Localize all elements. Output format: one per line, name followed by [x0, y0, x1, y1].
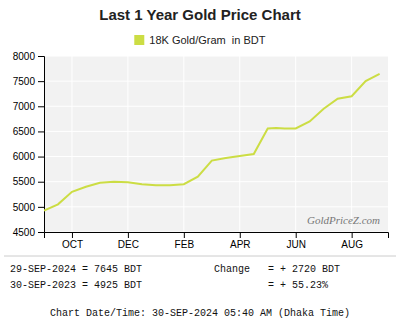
- tick-label: JUN: [286, 239, 305, 250]
- grid-line: [183, 56, 184, 232]
- grid-line: [127, 56, 128, 232]
- summary-text: 30-SEP-2023 = 4925 BDT: [10, 280, 142, 291]
- tick-label: 7000: [13, 101, 36, 112]
- y-tick: 6000: [13, 151, 44, 162]
- summary-text: 29-SEP-2024 = 7645 BDT: [10, 264, 142, 275]
- grid: [44, 56, 388, 232]
- grid-line: [44, 81, 388, 82]
- tick-mark: [184, 232, 185, 238]
- y-axis: 4500 5000 5500 6000 6500 7000 7500 8000: [13, 51, 45, 238]
- tick-mark: [38, 81, 44, 82]
- tick-mark: [38, 157, 44, 158]
- grid-line: [295, 56, 296, 232]
- plot: OCT DEC FEB APR JUN AUG 4500 5000 5500 6000 6500 70…: [13, 51, 389, 250]
- tick-mark: [38, 106, 44, 107]
- grid-line: [44, 106, 388, 107]
- grid-line: [44, 206, 388, 207]
- tick-mark: [128, 232, 129, 238]
- x-tick: AUG: [341, 232, 363, 250]
- y-tick: 4500: [13, 227, 44, 238]
- tick-mark: [72, 232, 73, 238]
- grid-line: [44, 181, 388, 182]
- x-axis: OCT DEC FEB APR JUN AUG: [45, 232, 389, 250]
- grid-line: [44, 131, 388, 132]
- tick-label: 4500: [13, 227, 36, 238]
- tick-label: 5500: [13, 176, 36, 187]
- x-tick: DEC: [118, 232, 139, 250]
- tick-label: DEC: [118, 239, 139, 250]
- chart: Last 1 Year Gold Price Chart OCT DEC FEB APR…: [0, 0, 400, 330]
- grid-line: [44, 156, 388, 157]
- tick-mark: [38, 131, 44, 132]
- x-tick: JUN: [286, 232, 305, 250]
- y-tick: 7500: [13, 76, 44, 87]
- tick-mark: [352, 232, 353, 238]
- summary-text: Change = + 2720 BDT: [214, 264, 340, 275]
- tick-mark: [240, 232, 241, 238]
- x-tick: APR: [230, 232, 251, 250]
- tick-mark: [38, 232, 44, 233]
- y-tick: 8000: [13, 51, 44, 62]
- x-tick: FEB: [175, 232, 195, 250]
- footer: Chart Date/Time: 30-SEP-2024 05:40 AM (D…: [50, 308, 350, 319]
- axis-line: [38, 57, 45, 233]
- tick-label: AUG: [341, 239, 363, 250]
- tick-label: 8000: [13, 51, 36, 62]
- tick-label: APR: [230, 239, 251, 250]
- grid-line: [71, 56, 72, 232]
- legend: 18K Gold/Gram in BDT: [134, 34, 265, 46]
- summary-text: = + 55.23%: [214, 280, 328, 291]
- title: Last 1 Year Gold Price Chart: [99, 6, 300, 23]
- grid-line: [239, 56, 240, 232]
- tick-label: OCT: [62, 239, 83, 250]
- grid-line: [44, 56, 388, 57]
- tick-mark: [296, 232, 297, 238]
- plot-background: [44, 56, 388, 232]
- marks: [44, 74, 380, 211]
- tick-label: 6500: [13, 126, 36, 137]
- tick-mark: [38, 56, 44, 57]
- watermark: GoldPriceZ.com: [307, 214, 380, 226]
- x-tick: OCT: [62, 232, 83, 250]
- tick-label: 5000: [13, 202, 36, 213]
- legend-swatch: [134, 35, 144, 45]
- axis-line: [45, 233, 389, 239]
- grid-line: [351, 56, 352, 232]
- tick-mark: [38, 207, 44, 208]
- y-tick: 5000: [13, 202, 44, 213]
- y-tick: 6500: [13, 126, 44, 137]
- tick-label: FEB: [175, 239, 195, 250]
- line: [44, 74, 380, 211]
- tick-label: 7500: [13, 76, 36, 87]
- separator: [4, 256, 396, 257]
- y-tick: 5500: [13, 176, 44, 187]
- legend-item: 18K Gold/Gram in BDT: [134, 34, 265, 46]
- legend-label: 18K Gold/Gram in BDT: [149, 34, 265, 46]
- tick-label: 6000: [13, 151, 36, 162]
- y-tick: 7000: [13, 101, 44, 112]
- tick-mark: [38, 182, 44, 183]
